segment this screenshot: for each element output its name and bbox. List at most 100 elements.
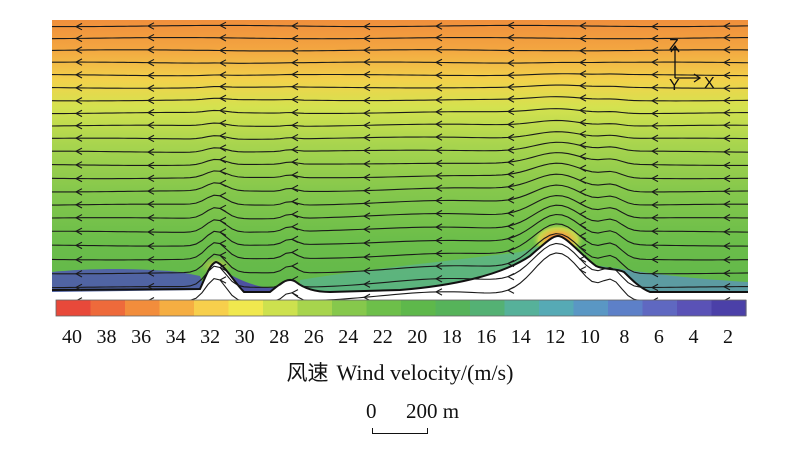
colorbar-cells [56, 300, 747, 316]
streamline-arrow [290, 108, 299, 117]
colorbar [55, 299, 747, 317]
streamline-arrow [506, 234, 515, 243]
streamline-arrow [434, 71, 443, 79]
streamline-arrow [506, 71, 515, 79]
streamline-arrow [650, 34, 659, 43]
streamline-arrow [290, 289, 299, 297]
streamline-arrow [74, 214, 83, 222]
streamline-arrow [722, 187, 731, 195]
streamline-arrow [578, 243, 587, 252]
streamline-arrow [578, 58, 587, 67]
colorbar-tick-labels: 40 38 36 34 32 30 28 26 24 22 20 18 16 14 12 10 8 6 4 2 [0, 324, 800, 350]
streamline-arrow [362, 121, 371, 130]
streamline-arrow [362, 109, 371, 117]
streamline-arrow [362, 253, 371, 261]
colorbar-tick-label: 16 [476, 326, 497, 348]
streamline-arrow [506, 21, 515, 30]
streamline-arrow [290, 262, 299, 270]
colorbar-caption: 风速 Wind velocity/(m/s) [0, 358, 800, 388]
streamline-arrow [74, 122, 83, 130]
streamline-arrow [362, 239, 371, 247]
streamline-arrow [146, 58, 155, 67]
colorbar-tick-label: 10 [579, 326, 600, 348]
streamline-arrow [578, 141, 587, 149]
streamline-arrow [434, 275, 443, 283]
streamline-arrow [290, 83, 299, 91]
streamline-arrow [362, 96, 371, 105]
colorbar-cell [677, 300, 713, 316]
wind-field-figure: Z Y X [51, 20, 749, 300]
streamline-arrow [724, 296, 731, 300]
streamline-arrow [434, 249, 443, 258]
streamline-arrow [146, 148, 155, 156]
streamline-arrow [578, 34, 587, 43]
streamline-arrow [290, 70, 299, 79]
streamline [51, 108, 749, 115]
streamline-arrow [434, 196, 443, 205]
x-axis-arrowhead [693, 73, 702, 83]
streamline-arrow [218, 263, 227, 272]
streamline-arrow [362, 146, 371, 155]
streamline [51, 194, 749, 220]
colorbar-cell [573, 300, 609, 316]
colorbar-cell [159, 300, 195, 316]
colorbar-cell [332, 300, 368, 316]
y-axis-label: Y [669, 77, 680, 94]
z-axis-label: Z [669, 37, 679, 54]
colorbar-frame [55, 299, 747, 317]
streamline-arrow [650, 188, 659, 196]
streamline-arrow [578, 106, 587, 115]
colorbar-cell [608, 300, 644, 316]
streamline-arrow [218, 94, 227, 103]
streamline-arrow [290, 223, 299, 231]
colorbar-tick-label: 24 [338, 326, 359, 348]
streamline-arrow [146, 161, 155, 170]
colorbar-tick-label: 30 [234, 326, 255, 348]
streamline-arrow [74, 227, 83, 235]
streamline-arrow [506, 272, 515, 281]
streamline-arrow [74, 201, 83, 209]
scale-bar: 0 200 m [360, 398, 500, 442]
streamline-arrow [218, 179, 227, 187]
streamline-arrow [434, 159, 443, 168]
streamline-arrow [650, 241, 659, 249]
streamline-arrow [362, 160, 371, 168]
streamline-arrow [578, 221, 587, 229]
streamline-arrow [722, 134, 731, 143]
streamline-arrow [650, 134, 659, 142]
streamline-arrow [722, 84, 731, 92]
streamline-arrow [362, 199, 371, 208]
colorbar-cell [125, 300, 161, 316]
streamline-arrow [362, 34, 371, 43]
streamline-arrow [506, 247, 515, 255]
streamline-arrow [506, 107, 515, 116]
colorbar-cell [642, 300, 678, 316]
streamline-arrow [76, 297, 83, 300]
streamline-arrow [722, 283, 731, 291]
streamline [51, 73, 749, 77]
streamline-arrow [722, 121, 731, 129]
colorbar-tick-label: 40 [62, 326, 82, 348]
streamline-arrow [290, 22, 299, 30]
colorbar-tick-label: 20 [407, 326, 428, 348]
streamline-arrow [650, 109, 659, 118]
streamline-arrow [362, 22, 371, 31]
streamline-arrow [506, 120, 515, 129]
streamline-arrow [650, 122, 659, 130]
streamline-arrow [290, 210, 299, 219]
streamline-arrow [434, 108, 443, 116]
streamline-arrow [722, 148, 731, 156]
streamline [51, 184, 748, 206]
colorbar-tick-label: 6 [653, 326, 664, 348]
streamline-arrow [434, 120, 443, 128]
colorbar-tick-label: 28 [269, 326, 290, 348]
streamline-arrow [578, 255, 587, 263]
streamline-arrow [218, 46, 227, 55]
streamline-arrow [650, 214, 659, 222]
caption-chinese: 风速 [286, 361, 329, 385]
streamline [51, 61, 749, 64]
streamline-arrow [578, 94, 587, 102]
streamline-arrow [74, 84, 83, 92]
streamline-arrow [722, 34, 731, 42]
streamline-arrow [146, 33, 155, 42]
